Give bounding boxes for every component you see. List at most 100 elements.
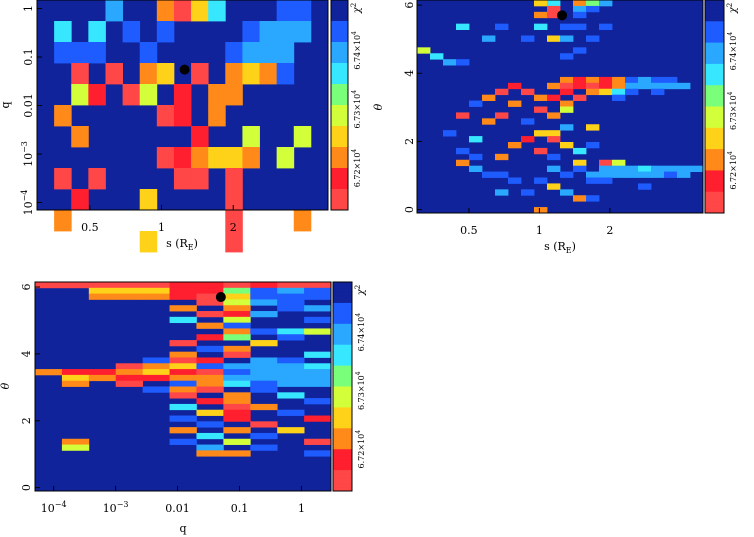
heatmap-cell [612, 88, 626, 96]
colorbar-segment [331, 10, 348, 15]
heatmap-cell [196, 380, 224, 387]
heatmap-cell [547, 153, 561, 161]
heatmap-cell [277, 305, 305, 312]
colorbar-1: χ2 6.72×104 6.73×104 6.74×104 [330, 0, 363, 211]
colorbar-segment [331, 80, 348, 85]
colorbar-segment [331, 91, 348, 95]
heatmap-cell [122, 84, 141, 106]
colorbar-segment [331, 77, 348, 81]
colorbar-segment [331, 182, 348, 186]
colorbar-segment [333, 376, 352, 381]
colorbar-segment [705, 71, 724, 76]
colorbar-title: χ2 [354, 285, 367, 297]
heatmap-cell [482, 94, 496, 101]
heatmap-cell [250, 421, 278, 428]
colorbar-segment [705, 53, 724, 58]
heatmap-cell [242, 126, 260, 148]
heatmap-cell [88, 282, 117, 289]
tick-label: 4 [403, 70, 416, 77]
heatmap-cell [547, 82, 561, 90]
heatmap-cell [547, 0, 561, 7]
heatmap-cell [223, 334, 251, 341]
heatmap-cell [71, 189, 89, 211]
colorbar-segment [705, 145, 724, 150]
heatmap-cell [625, 82, 639, 90]
heatmap-cell [115, 374, 144, 382]
colorbar-segment [705, 149, 724, 154]
heatmap-cell [495, 171, 509, 178]
colorbar-segment [331, 140, 348, 144]
heatmap-cell [293, 126, 312, 148]
heatmap-cell [250, 311, 278, 318]
heatmap-cell [142, 386, 170, 393]
heatmap-cell [573, 165, 587, 172]
colorbar-segment [705, 46, 724, 51]
heatmap-cell [242, 147, 260, 169]
heatmap-cell [482, 118, 496, 125]
heatmap-cell [71, 42, 89, 64]
colorbar-segment [705, 156, 724, 161]
heatmap-cell [223, 438, 251, 445]
heatmap-cell [277, 334, 305, 341]
heatmap-cell [456, 159, 470, 167]
heatmap-cell [169, 316, 197, 324]
heatmap-cell [196, 282, 224, 289]
colorbar-segment [331, 21, 348, 25]
tick-label: 2 [20, 417, 33, 424]
colorbar-segment [333, 442, 352, 447]
colorbar-segment [333, 456, 352, 461]
colorbar-segment [331, 112, 348, 116]
colorbar-segment [705, 67, 724, 72]
heatmap-cell [196, 311, 224, 318]
colorbar-segment [333, 288, 352, 293]
colorbar-segment [705, 110, 724, 115]
colorbar-segment [705, 60, 724, 65]
heatmap-cell [173, 168, 192, 190]
tick-label: 0.5 [81, 221, 99, 234]
colorbar-segment [331, 66, 348, 71]
colorbar-segment [333, 407, 352, 412]
colorbar-segment [331, 28, 348, 32]
colorbar-segment [705, 124, 724, 129]
plot-frame [416, 0, 704, 214]
heatmap-cell [169, 351, 197, 358]
heatmap-cell [560, 53, 574, 60]
colorbar-segment [333, 463, 352, 468]
heatmap-cell [277, 363, 305, 370]
heatmap-cell [196, 421, 224, 428]
heatmap-cell [277, 427, 305, 434]
heatmap-cell [599, 159, 613, 167]
heatmap-cell [586, 88, 600, 96]
colorbar-segment [705, 131, 724, 136]
heatmap-cell [482, 171, 496, 178]
heatmap-cell [208, 105, 226, 127]
colorbar-segment [331, 108, 348, 113]
tick-label: 1 [298, 502, 305, 515]
colorbar-segment [331, 98, 348, 102]
colorbar-segment [331, 203, 348, 207]
colorbar-segment [333, 379, 352, 384]
heatmap-cell [560, 82, 574, 90]
colorbar-label: 6.72×104 [355, 430, 366, 469]
colorbar-segment [331, 122, 348, 127]
colorbar-segment [705, 163, 724, 168]
colorbar-segment [331, 185, 348, 190]
colorbar-segment [333, 487, 352, 492]
colorbar-segment [331, 150, 348, 155]
colorbar-segment [333, 438, 352, 443]
colorbar-segment [331, 115, 348, 120]
colorbar-segment [705, 63, 724, 68]
colorbar-segment [705, 35, 724, 40]
heatmap-cell [276, 147, 295, 169]
heatmap-cell [61, 374, 90, 382]
heatmap-cell [586, 76, 600, 84]
colorbar-segment [333, 452, 352, 457]
colorbar-segment [705, 202, 724, 207]
colorbar-title: χ2 [350, 3, 363, 15]
colorbar-segment [331, 133, 348, 137]
heatmap-cell [156, 0, 175, 22]
heatmap-cell [169, 438, 197, 445]
heatmap-cell [599, 177, 613, 184]
heatmap-cell [277, 409, 305, 416]
heatmap-cell [521, 35, 535, 42]
